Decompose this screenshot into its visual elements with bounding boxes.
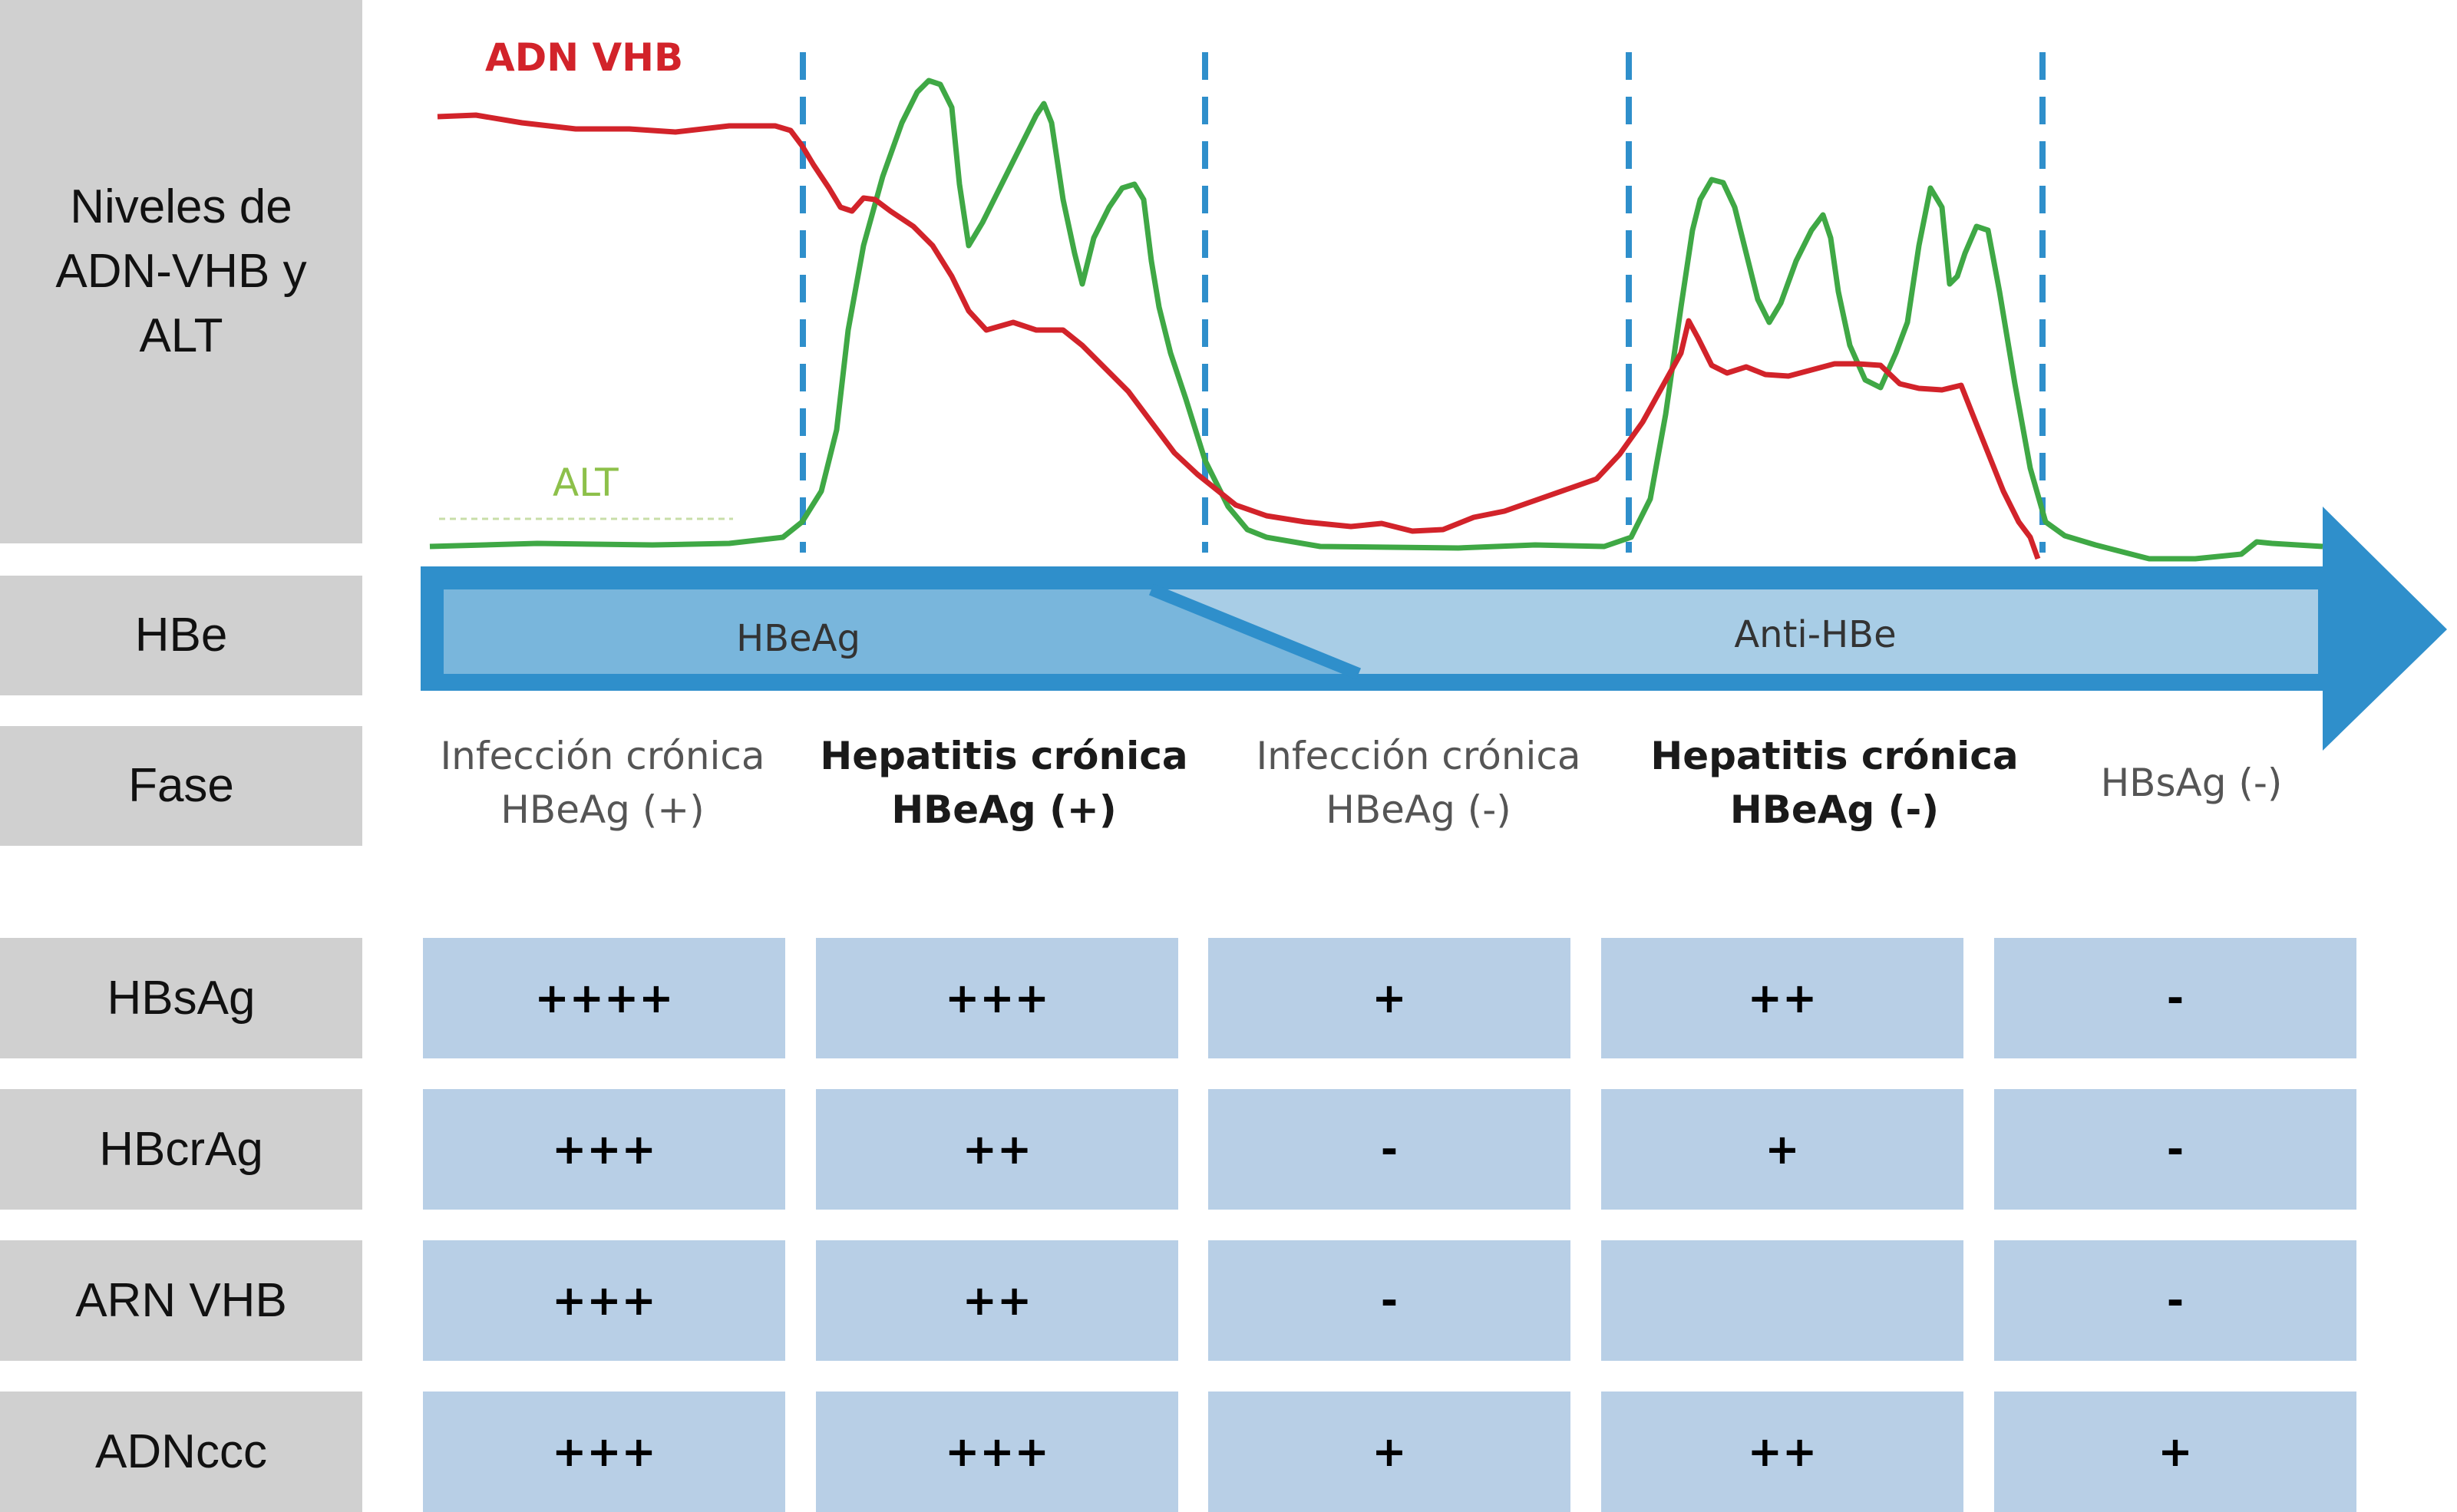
table-cell: +	[1601, 1089, 1963, 1210]
phase-caption-1: Infección crónica HBeAg (+)	[440, 734, 765, 832]
table-row-label-text: ADNccc	[95, 1425, 267, 1478]
table-cell: -	[1994, 938, 2356, 1058]
table-cell: -	[1208, 1089, 1570, 1210]
label-fase: Fase	[0, 726, 362, 846]
dna-series-label: ADN VHB	[485, 35, 683, 80]
table-row-label-text: HBcrAg	[99, 1122, 263, 1176]
phase-caption-2: Hepatitis crónica HBeAg (+)	[820, 734, 1188, 832]
phase-caption-4: Hepatitis crónica HBeAg (-)	[1650, 734, 2019, 832]
hbeag-label: HBeAg	[736, 617, 860, 660]
label-hbe: HBe	[0, 576, 362, 695]
table-cell: +	[1208, 938, 1570, 1058]
table-cell: -	[1208, 1240, 1570, 1361]
label-niveles: Niveles de ADN-VHB y ALT	[0, 0, 362, 543]
table-row-label-text: ARN VHB	[75, 1273, 287, 1327]
label-fase-text: Fase	[128, 759, 234, 812]
table-cell: ++++	[423, 938, 785, 1058]
table-row-label: HBsAg	[0, 938, 362, 1058]
anti-hbe-label: Anti-HBe	[1734, 613, 1896, 656]
table-cell: +++	[816, 1392, 1178, 1512]
table-cell: +++	[423, 1392, 785, 1512]
label-hbe-text: HBe	[134, 609, 228, 662]
hbeag-band	[444, 589, 1359, 674]
alt-series-label: ALT	[553, 461, 619, 505]
table-row-label: ADNccc	[0, 1392, 362, 1512]
table-row-label: ARN VHB	[0, 1240, 362, 1361]
table-cell: +	[1994, 1392, 2356, 1512]
table-cell: -	[1994, 1089, 2356, 1210]
hbeag-divider	[1148, 583, 1362, 680]
dna-curve	[437, 112, 2041, 560]
table-cell: ++	[1601, 938, 1963, 1058]
table-row-label-text: HBsAg	[107, 971, 256, 1025]
table-cell	[1601, 1240, 1963, 1361]
table-cell: -	[1994, 1240, 2356, 1361]
table-cell: ++	[1601, 1392, 1963, 1512]
alt-curve	[429, 78, 2323, 562]
table-cell: +++	[423, 1240, 785, 1361]
table-row-label: HBcrAg	[0, 1089, 362, 1210]
table-cell: +++	[423, 1089, 785, 1210]
table-cell: ++	[816, 1089, 1178, 1210]
phase-caption-3: Infección crónica HBeAg (-)	[1256, 734, 1581, 832]
phase-caption-5: HBsAg (-)	[2100, 761, 2283, 805]
label-niveles-text: Niveles de ADN-VHB y ALT	[55, 180, 307, 362]
phase-dividers	[800, 52, 2046, 553]
table-cell: +	[1208, 1392, 1570, 1512]
table-cell: +++	[816, 938, 1178, 1058]
table-cell: ++	[816, 1240, 1178, 1361]
